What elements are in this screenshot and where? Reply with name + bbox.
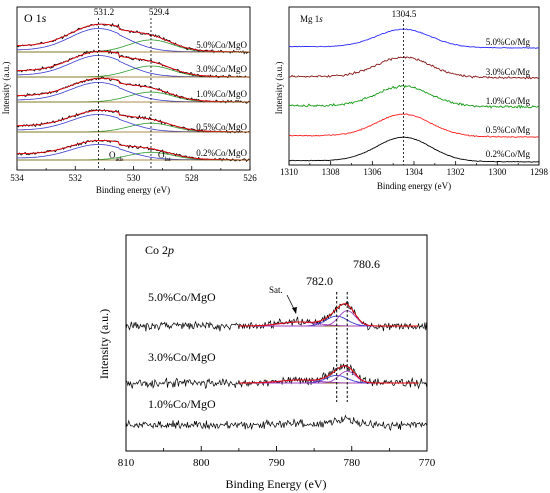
co2p-title: Co 2p bbox=[145, 243, 174, 257]
co2p-xtick-label: 810 bbox=[118, 457, 135, 469]
o1s-curves bbox=[16, 18, 251, 170]
co2p-series-label-3: 1.0%Co/MgO bbox=[148, 397, 216, 411]
mg1s-series-label-5: 0.2%Co/Mg bbox=[486, 149, 531, 159]
mg1s-xtick-label: 1298 bbox=[530, 167, 549, 177]
o1s-xtick-label: 534 bbox=[10, 173, 24, 183]
mg1s-series-label-4: 0.5%Co/Mg bbox=[486, 125, 531, 135]
o1s-series-label-1: 5.0%Co/MgO bbox=[196, 40, 247, 50]
mg1s-xtick-label: 1302 bbox=[447, 167, 465, 177]
o1s-series-label-4: 0.5%Co/MgO bbox=[196, 122, 247, 132]
mg1s-series-line bbox=[288, 113, 540, 138]
co2p-panel: 810 800 790 780 770 Co 2p 782.0 780.6 Sat. 5… bbox=[97, 234, 436, 491]
o1s-title: O 1s bbox=[24, 11, 47, 25]
co2p-fit-line bbox=[238, 365, 418, 384]
o1s-oads-label: Oads bbox=[109, 150, 124, 163]
o1s-xtick-label: 526 bbox=[243, 173, 257, 183]
o1s-xlabel: Binding energy (eV) bbox=[96, 185, 170, 195]
mg1s-xtick-label: 1310 bbox=[280, 167, 299, 177]
co2p-data-line bbox=[125, 301, 428, 332]
o1s-fit-line bbox=[17, 50, 250, 78]
co2p-frame bbox=[125, 234, 428, 452]
o1s-peak-label-2: 529.4 bbox=[149, 7, 170, 17]
mg1s-series-label-1: 5.0%Co/Mg bbox=[486, 37, 531, 47]
o1s-peak-label-1: 531.2 bbox=[94, 7, 114, 17]
o1s-fit-line bbox=[17, 109, 250, 133]
o1s-series-label-5: 0.2%Co/MgO bbox=[196, 148, 247, 158]
o1s-fit-line bbox=[17, 77, 250, 103]
mg1s-xlabel: Binding energy (eV) bbox=[377, 181, 451, 191]
mg1s-series-label-3: 1.0%Co/Mg bbox=[486, 96, 531, 106]
co2p-xlabel: Binding Energy (eV) bbox=[225, 477, 326, 491]
o1s-series-label-2: 3.0%Co/MgO bbox=[196, 64, 247, 74]
mg1s-ticks: 1310 1308 1306 1304 1302 1300 1298 bbox=[280, 161, 549, 177]
mg1s-series-line bbox=[288, 56, 540, 80]
co2p-sat-label: Sat. bbox=[269, 285, 283, 295]
co2p-ylabel: Intensity (a.u.) bbox=[97, 309, 111, 379]
mg1s-xtick-label: 1308 bbox=[322, 167, 341, 177]
o1s-ylabel: Intensity (a.u.) bbox=[1, 62, 11, 115]
mg1s-series-line bbox=[288, 28, 540, 50]
o1s-xtick-label: 528 bbox=[185, 173, 199, 183]
co2p-peak-label-1: 782.0 bbox=[306, 274, 333, 288]
co2p-sat-arrowhead bbox=[292, 307, 297, 314]
co2p-xtick-label: 780 bbox=[344, 457, 361, 469]
o1s-series-label-3: 1.0%Co/MgO bbox=[196, 89, 247, 99]
co2p-xtick-label: 770 bbox=[419, 457, 436, 469]
co2p-series-label-2: 3.0%Co/MgO bbox=[148, 350, 216, 364]
o1s-panel: 534 532 530 528 526 O 1s 531.2 529.4 5.0%Co/… bbox=[1, 6, 257, 195]
o1s-olat-label: Olat bbox=[158, 150, 171, 163]
mg1s-panel: 1310 1308 1306 1304 1302 1300 1298 Mg 1s 1304.… bbox=[274, 6, 549, 191]
co2p-curves bbox=[125, 292, 428, 431]
co2p-xtick-label: 790 bbox=[268, 457, 285, 469]
mg1s-xtick-label: 1306 bbox=[363, 167, 382, 177]
mg1s-series-line bbox=[288, 84, 540, 110]
mg1s-title: Mg 1s bbox=[300, 14, 323, 24]
co2p-data-line bbox=[125, 363, 428, 390]
co2p-xtick-label: 800 bbox=[193, 457, 210, 469]
co2p-ticks: 810 800 790 780 770 bbox=[118, 446, 436, 469]
co2p-series-label-1: 5.0%Co/MgO bbox=[148, 290, 216, 304]
o1s-fit-line bbox=[17, 23, 250, 53]
co2p-data-line bbox=[125, 414, 428, 431]
co2p-peak-label-2: 780.6 bbox=[353, 257, 380, 271]
mg1s-xtick-label: 1300 bbox=[488, 167, 507, 177]
o1s-xtick-label: 530 bbox=[127, 173, 141, 183]
o1s-xtick-label: 532 bbox=[69, 173, 83, 183]
mg1s-xtick-label: 1304 bbox=[405, 167, 424, 177]
o1s-ticks: 534 532 530 528 526 bbox=[10, 166, 257, 183]
mg1s-ylabel: Intensity (a.u.) bbox=[274, 62, 284, 115]
o1s-fit-line bbox=[17, 139, 250, 161]
mg1s-peak-label: 1304.5 bbox=[392, 9, 417, 19]
co2p-fit-line bbox=[238, 303, 418, 327]
mg1s-series-label-2: 3.0%Co/Mg bbox=[486, 67, 531, 77]
